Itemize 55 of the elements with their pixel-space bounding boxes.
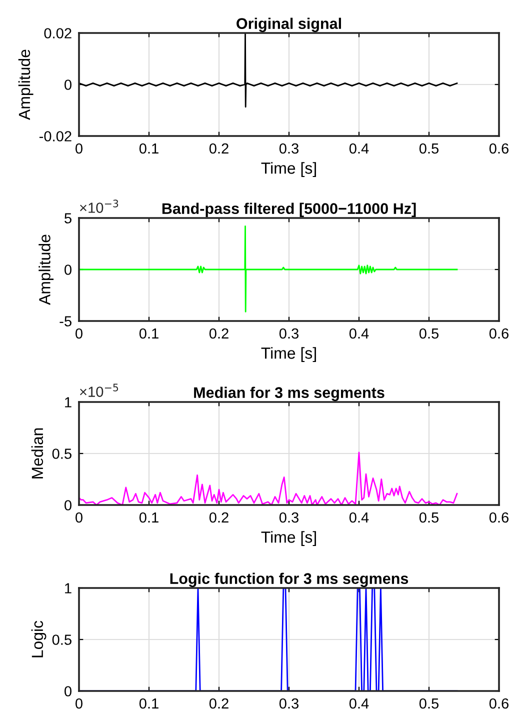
x-tick-label: 0 [76, 512, 82, 523]
x-tick-label: 0.6 [489, 143, 508, 154]
x-tick-label: 0.3 [279, 143, 298, 154]
y-tick-label: 0.02 [44, 28, 72, 38]
x-tick-label: 0.3 [279, 698, 298, 709]
y-tick-label: 0 [64, 264, 72, 275]
y-tick-label: -5 [60, 316, 72, 326]
line-series [79, 226, 458, 312]
chart-title: Logic function for 3 ms segmens [170, 572, 408, 588]
x-tick-label: 0 [76, 328, 82, 339]
line-series [79, 452, 458, 505]
x-tick-label: 0.3 [279, 328, 298, 339]
x-tick-label: 0.2 [209, 143, 228, 154]
y-axis-title: Amplitude [38, 234, 54, 305]
x-axis-title: Time [s] [261, 531, 316, 546]
y-axis-title: Amplitude [18, 50, 34, 120]
x-tick-label: 0.4 [349, 143, 369, 154]
x-tick-label: 0 [76, 143, 82, 154]
chart-title: Band-pass filtered [5000−11000 Hz] [162, 202, 416, 218]
x-tick-label: 0.2 [209, 698, 228, 709]
x-tick-label: 0.6 [489, 512, 508, 523]
x-axis-title: Time [s] [261, 162, 316, 177]
x-tick-label: 0.5 [419, 512, 439, 523]
y-axis-title: Logic [31, 620, 46, 658]
x-tick-label: 0.1 [139, 512, 158, 523]
y-tick-label: 1 [65, 583, 72, 594]
x-tick-label: 0.4 [349, 512, 369, 523]
x-tick-label: 0.6 [489, 328, 508, 339]
x-tick-label: 0.4 [349, 328, 369, 339]
text: ×10$^{−5}$ [80, 384, 118, 397]
chart-title: Median for 3 ms segments [194, 386, 384, 402]
x-tick-label: 0.1 [139, 328, 158, 339]
y-tick-label: 1 [65, 397, 72, 408]
x-tick-label: 0.4 [349, 698, 369, 709]
y-tick-label: 0 [64, 80, 72, 90]
x-tick-label: 0.1 [139, 143, 158, 154]
y-tick-label: 0 [64, 500, 72, 510]
y-tick-label: 0.5 [52, 634, 72, 645]
x-tick-label: 0.5 [419, 328, 439, 339]
x-tick-label: 0.2 [209, 328, 228, 339]
x-tick-label: 0.3 [279, 512, 298, 523]
x-tick-label: 0.5 [419, 143, 439, 154]
x-axis-title: Time [s] [261, 347, 316, 362]
y-tick-label: 0 [64, 686, 72, 696]
x-tick-label: 0.6 [489, 698, 508, 709]
x-tick-label: 0.2 [209, 512, 228, 523]
y-tick-label: 5 [64, 213, 72, 224]
y-tick-label: -0.02 [39, 131, 72, 142]
y-axis-title: Median [31, 428, 44, 478]
chart-title: Original signal [236, 18, 341, 32]
text: ×10$^{−3}$ [80, 200, 118, 213]
x-tick-label: 0.1 [139, 698, 158, 709]
x-tick-label: 0.5 [419, 698, 439, 709]
y-tick-label: 0.5 [52, 448, 72, 459]
x-tick-label: 0 [76, 698, 82, 709]
